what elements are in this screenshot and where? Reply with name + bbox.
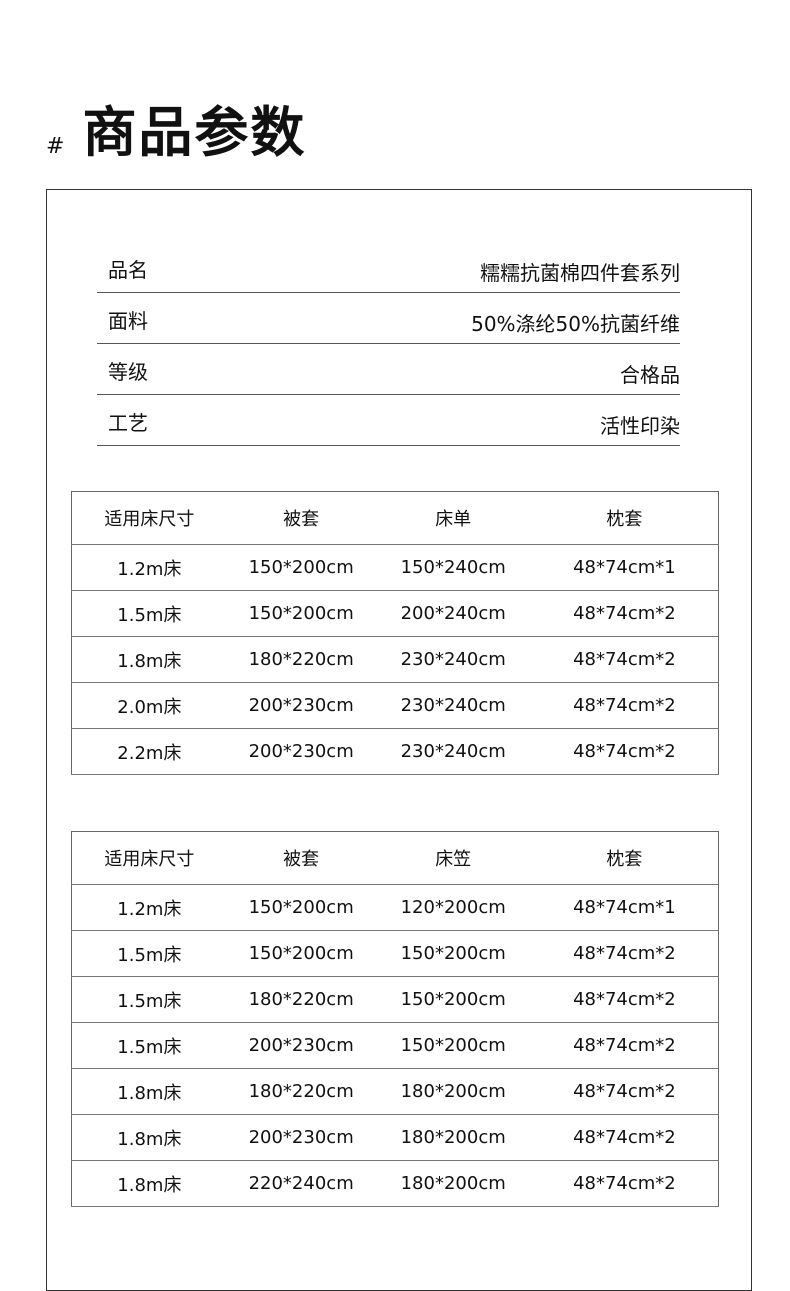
table-cell: 48*74cm*1 <box>530 544 719 591</box>
size-table-sheet: 适用床尺寸 被套 床单 枕套 1.2m床 150*200cm 150*240cm 48*74c… <box>71 491 719 775</box>
param-label: 工艺 <box>108 411 148 435</box>
table-cell: 48*74cm*2 <box>530 930 719 977</box>
table-cell: 200*230cm <box>226 682 376 729</box>
table-cell: 150*240cm <box>375 544 531 591</box>
table-cell: 48*74cm*2 <box>530 636 719 683</box>
title-text: 商品参数 <box>82 101 307 164</box>
table-row: 1.2m床 150*200cm 150*240cm 48*74cm*1 <box>71 544 719 591</box>
table-cell: 120*200cm <box>375 884 531 931</box>
param-value: 活性印染 <box>600 414 680 438</box>
param-label: 面料 <box>108 309 148 333</box>
table-cell: 180*200cm <box>375 1160 531 1207</box>
table-cell: 48*74cm*2 <box>530 1022 719 1069</box>
table-cell: 150*200cm <box>226 544 376 591</box>
table-row: 1.2m床 150*200cm 120*200cm 48*74cm*1 <box>71 884 719 931</box>
table-cell: 48*74cm*2 <box>530 1068 719 1115</box>
table-cell: 1.8m床 <box>71 1160 227 1207</box>
table-cell: 2.2m床 <box>71 728 227 775</box>
param-label: 品名 <box>108 258 148 282</box>
table-cell: 48*74cm*2 <box>530 976 719 1023</box>
table-row: 1.8m床 180*220cm 180*200cm 48*74cm*2 <box>71 1068 719 1115</box>
table-cell: 48*74cm*2 <box>530 1114 719 1161</box>
table-cell: 230*240cm <box>375 682 531 729</box>
table-row: 2.0m床 200*230cm 230*240cm 48*74cm*2 <box>71 682 719 729</box>
size-table-fitted: 适用床尺寸 被套 床笠 枕套 1.2m床 150*200cm 120*200cm 48*74c… <box>71 831 719 1207</box>
table-row: 1.5m床 150*200cm 150*200cm 48*74cm*2 <box>71 930 719 977</box>
param-label: 等级 <box>108 360 148 384</box>
table-cell: 1.2m床 <box>71 544 227 591</box>
param-value: 糯糯抗菌棉四件套系列 <box>480 261 680 285</box>
table-row: 2.2m床 200*230cm 230*240cm 48*74cm*2 <box>71 728 719 775</box>
table-cell: 230*240cm <box>375 728 531 775</box>
table-cell: 1.5m床 <box>71 930 227 977</box>
table-cell: 150*200cm <box>226 930 376 977</box>
param-value: 合格品 <box>620 363 680 387</box>
table-cell: 180*200cm <box>375 1114 531 1161</box>
param-value: 50%涤纶50%抗菌纤维 <box>471 312 680 336</box>
table-row: 1.8m床 200*230cm 180*200cm 48*74cm*2 <box>71 1114 719 1161</box>
table-cell: 180*220cm <box>226 636 376 683</box>
table-header-row: 适用床尺寸 被套 床笠 枕套 <box>71 831 719 885</box>
table-cell: 48*74cm*2 <box>530 1160 719 1207</box>
header-cell: 枕套 <box>530 831 719 885</box>
table-cell: 1.5m床 <box>71 976 227 1023</box>
table-cell: 200*230cm <box>226 1114 376 1161</box>
header-cell: 枕套 <box>530 491 719 545</box>
param-row: 面料 50%涤纶50%抗菌纤维 <box>97 293 680 344</box>
table-row: 1.5m床 180*220cm 150*200cm 48*74cm*2 <box>71 976 719 1023</box>
page-title: # 商品参数 <box>46 88 306 167</box>
table-cell: 150*200cm <box>226 590 376 637</box>
table-row: 1.5m床 150*200cm 200*240cm 48*74cm*2 <box>71 590 719 637</box>
params-list: 品名 糯糯抗菌棉四件套系列 面料 50%涤纶50%抗菌纤维 等级 合格品 工艺 活性印染 <box>97 242 680 446</box>
param-row: 品名 糯糯抗菌棉四件套系列 <box>97 242 680 293</box>
header-cell: 床笠 <box>375 831 531 885</box>
table-header-row: 适用床尺寸 被套 床单 枕套 <box>71 491 719 545</box>
table-cell: 180*220cm <box>226 1068 376 1115</box>
table-cell: 1.8m床 <box>71 1114 227 1161</box>
table-cell: 230*240cm <box>375 636 531 683</box>
table-cell: 220*240cm <box>226 1160 376 1207</box>
table-row: 1.5m床 200*230cm 150*200cm 48*74cm*2 <box>71 1022 719 1069</box>
table-row: 1.8m床 180*220cm 230*240cm 48*74cm*2 <box>71 636 719 683</box>
header-cell: 床单 <box>375 491 531 545</box>
header-cell: 被套 <box>226 831 376 885</box>
header-cell: 适用床尺寸 <box>71 491 227 545</box>
table-cell: 200*230cm <box>226 1022 376 1069</box>
table-cell: 180*200cm <box>375 1068 531 1115</box>
table-cell: 48*74cm*2 <box>530 682 719 729</box>
table-cell: 1.5m床 <box>71 590 227 637</box>
header-cell: 适用床尺寸 <box>71 831 227 885</box>
table-cell: 150*200cm <box>375 976 531 1023</box>
table-cell: 48*74cm*2 <box>530 590 719 637</box>
table-cell: 2.0m床 <box>71 682 227 729</box>
table-cell: 48*74cm*1 <box>530 884 719 931</box>
param-row: 等级 合格品 <box>97 344 680 395</box>
table-cell: 150*200cm <box>375 930 531 977</box>
table-cell: 48*74cm*2 <box>530 728 719 775</box>
table-cell: 150*200cm <box>375 1022 531 1069</box>
table-cell: 200*230cm <box>226 728 376 775</box>
hash-mark: # <box>46 134 65 159</box>
table-cell: 200*240cm <box>375 590 531 637</box>
table-cell: 1.8m床 <box>71 1068 227 1115</box>
table-cell: 1.5m床 <box>71 1022 227 1069</box>
table-cell: 1.2m床 <box>71 884 227 931</box>
header-cell: 被套 <box>226 491 376 545</box>
table-cell: 1.8m床 <box>71 636 227 683</box>
table-cell: 150*200cm <box>226 884 376 931</box>
param-row: 工艺 活性印染 <box>97 395 680 446</box>
table-row: 1.8m床 220*240cm 180*200cm 48*74cm*2 <box>71 1160 719 1207</box>
table-cell: 180*220cm <box>226 976 376 1023</box>
